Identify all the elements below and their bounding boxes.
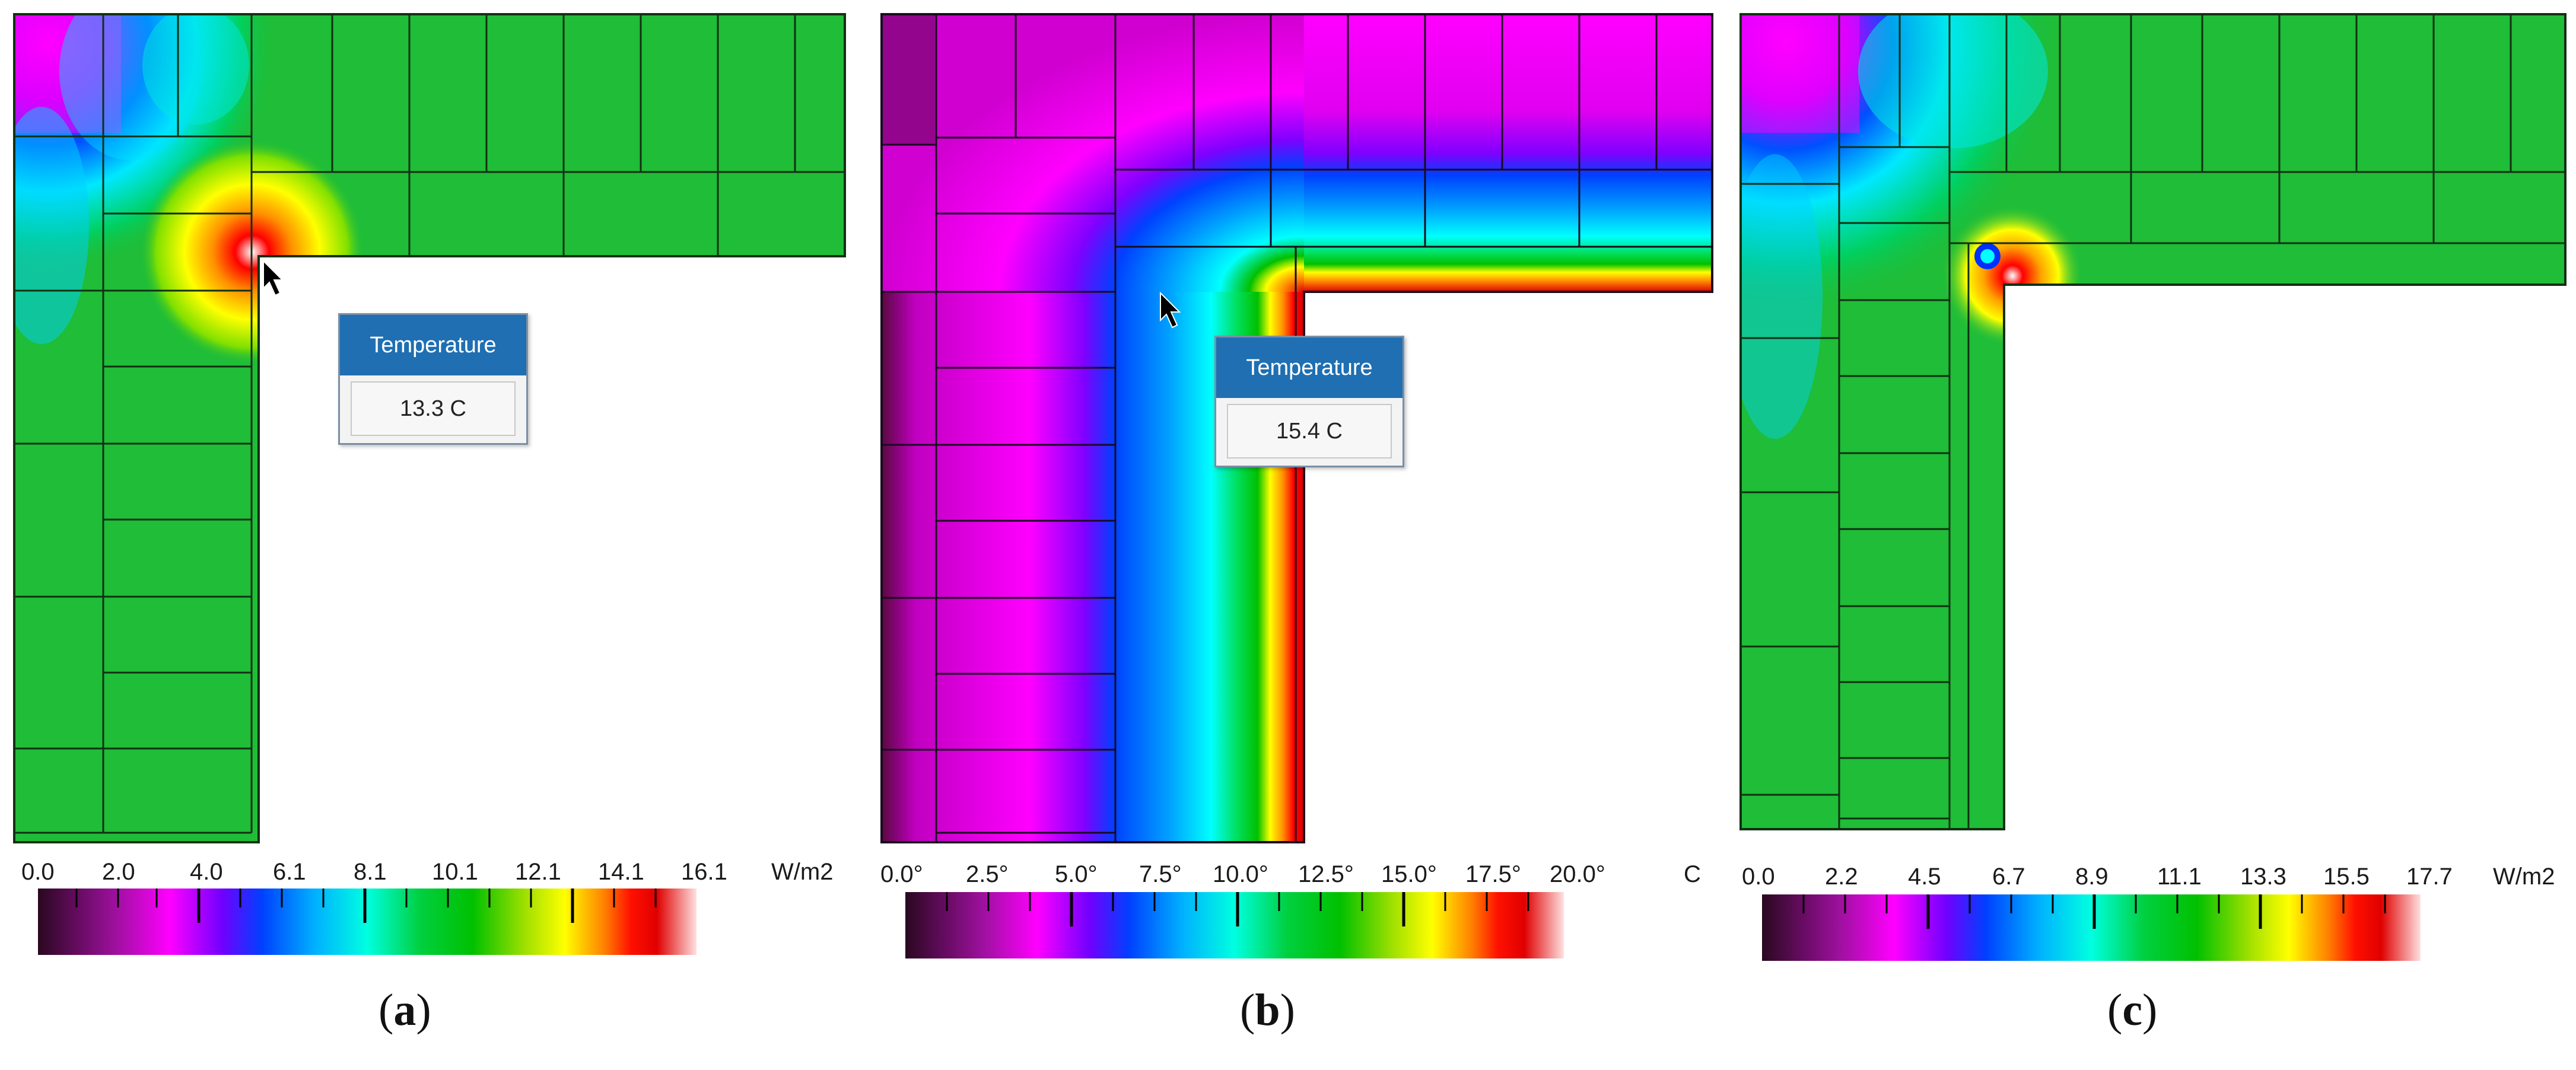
panel-a-tick-2: 4.0 [190,859,223,885]
panel-a-tick-3: 6.1 [273,859,306,885]
panel-c-tick-5: 11.1 [2157,864,2202,890]
panel-a-caption: (a) [379,985,431,1035]
panel-c-tick-7: 15.5 [2323,864,2370,890]
panel-b-thermal-plot [880,13,1713,958]
panel-b-caption: (b) [1240,985,1295,1035]
panel-b-tick-8: 20.0° [1550,861,1605,887]
panel-c-tick-8: 17.7 [2406,864,2453,890]
panel-c-tick-3: 6.7 [1992,864,2025,890]
panel-a-unit: W/m2 [771,859,834,885]
panel-a-color-scale [38,889,697,955]
panel-b-unit: C [1684,861,1701,887]
panel-c-scale-ticks [1802,894,2386,929]
panel-a-thermal-plot [13,13,846,955]
panel-a-tick-1: 2.0 [102,859,135,885]
panel-a-tick-5: 10.1 [432,859,478,885]
panel-b-scale-ticks [946,892,1529,926]
panel-c-tick-4: 8.9 [2075,864,2108,890]
cursor-arrow-icon [263,259,284,297]
panel-b-tick-3: 7.5° [1139,861,1182,887]
panel-b-tick-7: 17.5° [1465,861,1521,887]
panel-a-temperature-tooltip: Temperature 13.3 C [338,313,528,445]
panel-a-tick-8: 16.1 [681,859,727,885]
panel-a: 0.0 2.0 4.0 6.1 8.1 10.1 12.1 14.1 16.1 … [0,0,854,1070]
panel-b-tick-4: 10.0° [1213,861,1268,887]
panel-c-caption: (c) [2107,985,2158,1035]
tooltip-header: Temperature [340,315,526,375]
panel-c-tick-1: 2.2 [1825,864,1858,890]
tooltip-header: Temperature [1216,337,1403,398]
tooltip-value: 13.3 C [351,381,516,436]
panel-b-heat-field [882,14,1712,842]
cursor-arrow-icon [1160,291,1181,329]
panel-c-tick-2: 4.5 [1908,864,1941,890]
panel-c: 0.0 2.2 4.5 6.7 8.9 11.1 13.3 15.5 17.7 … [1728,0,2576,1070]
panel-b-tick-2: 5.0° [1055,861,1098,887]
panel-b-tick-5: 12.5° [1298,861,1354,887]
panel-a-tick-6: 12.1 [515,859,561,885]
panel-c-color-scale [1762,894,2421,961]
panel-b-tick-0: 0.0° [880,861,923,887]
panel-b-color-scale [905,892,1564,958]
panel-c-tick-0: 0.0 [1742,864,1775,890]
panel-c-brick-grid [1739,13,2567,830]
panel-c-unit: W/m2 [2493,864,2555,890]
panel-b-temperature-tooltip: Temperature 15.4 C [1214,336,1404,467]
tooltip-value: 15.4 C [1227,404,1392,458]
panel-a-scale-ticks [75,889,657,923]
panel-a-tick-4: 8.1 [354,859,387,885]
panel-a-tick-0: 0.0 [21,859,55,885]
panel-c-thermal-plot [1739,13,2567,961]
panel-c-tick-6: 13.3 [2240,864,2286,890]
panel-c-heat-field [1741,14,2565,829]
panel-a-brick-grid [13,13,846,843]
panel-b: 0.0° 2.5° 5.0° 7.5° 10.0° 12.5° 15.0° 17… [867,0,1722,1070]
panel-b-tick-1: 2.5° [966,861,1009,887]
panel-a-tick-7: 14.1 [598,859,644,885]
panel-b-tick-6: 15.0° [1381,861,1437,887]
